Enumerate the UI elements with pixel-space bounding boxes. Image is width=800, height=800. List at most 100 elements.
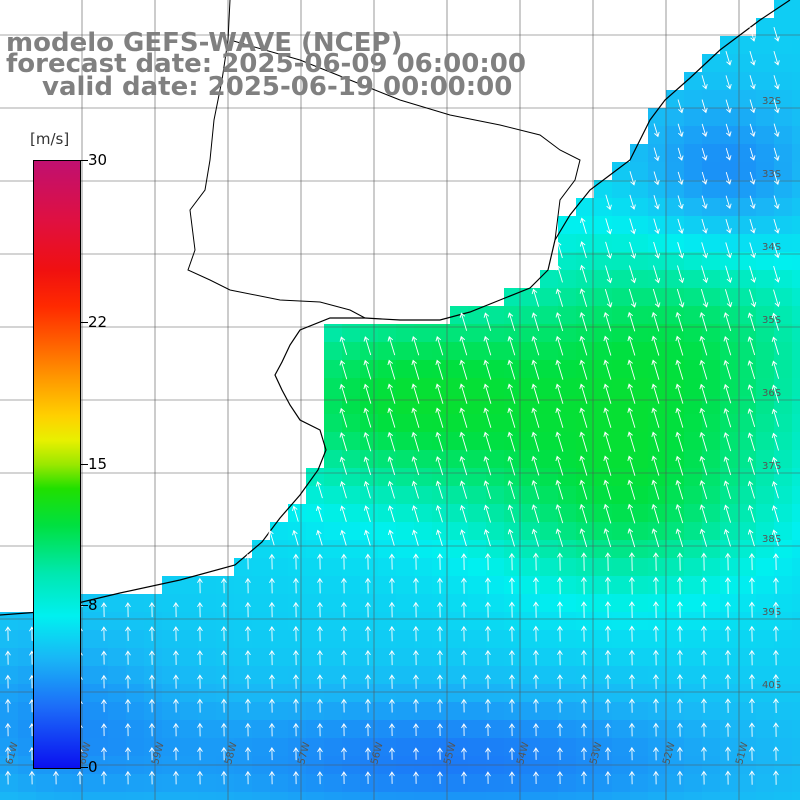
wind-cell <box>558 450 577 469</box>
wind-cell <box>414 324 433 343</box>
lat-label: 32S <box>762 96 781 107</box>
wind-cell <box>594 594 613 613</box>
wind-cell <box>702 162 721 181</box>
wind-arrow <box>435 504 443 523</box>
wind-cell <box>360 792 379 800</box>
wind-cell <box>792 648 800 667</box>
wind-cell <box>270 630 289 649</box>
wind-arrow <box>269 698 275 713</box>
wind-arrow <box>5 746 11 761</box>
wind-arrow <box>675 431 684 452</box>
wind-cell <box>684 414 703 433</box>
wind-cell <box>378 774 397 793</box>
wind-cell <box>756 558 775 577</box>
wind-cell <box>702 594 721 613</box>
wind-arrow <box>699 431 708 452</box>
wind-cell <box>756 630 775 649</box>
wind-cell <box>288 540 307 559</box>
wind-cell <box>360 612 379 631</box>
wind-arrow <box>437 625 443 642</box>
wind-arrow <box>533 552 539 571</box>
wind-cell <box>288 576 307 595</box>
wind-arrow <box>125 698 131 713</box>
wind-cell <box>684 90 703 109</box>
colorbar <box>33 160 81 769</box>
wind-cell <box>720 666 739 685</box>
wind-cell <box>630 684 649 703</box>
wind-arrow <box>317 601 323 618</box>
wind-cell <box>180 612 199 631</box>
wind-cell <box>486 306 505 325</box>
wind-cell <box>468 738 487 757</box>
wind-arrow <box>316 505 323 522</box>
wind-cell <box>288 558 307 577</box>
wind-cell <box>540 738 559 757</box>
wind-cell <box>684 180 703 199</box>
wind-cell <box>612 612 631 631</box>
wind-arrow <box>605 241 613 259</box>
wind-cell <box>0 648 19 667</box>
wind-cell <box>396 432 415 451</box>
wind-cell <box>450 450 469 469</box>
wind-cell <box>324 450 343 469</box>
wind-cell <box>414 558 433 577</box>
wind-cell <box>594 612 613 631</box>
wind-arrow <box>555 431 564 452</box>
wind-cell <box>486 666 505 685</box>
wind-cell <box>738 72 757 91</box>
wind-cell <box>396 342 415 361</box>
wind-arrow <box>411 335 420 356</box>
wind-cell <box>774 684 793 703</box>
wind-cell <box>630 774 649 793</box>
wind-arrow <box>749 552 755 571</box>
wind-cell <box>720 288 739 307</box>
wind-arrow <box>629 746 635 761</box>
wind-cell <box>594 180 613 199</box>
wind-cell <box>144 612 163 631</box>
wind-cell <box>774 36 793 55</box>
wind-cell <box>576 774 595 793</box>
wind-cell <box>576 738 595 757</box>
wind-cell <box>756 396 775 415</box>
wind-cell <box>450 630 469 649</box>
wind-arrow <box>293 722 299 737</box>
wind-cell <box>738 720 757 739</box>
colorbar-tick <box>80 767 88 768</box>
wind-cell <box>738 180 757 199</box>
wind-cell <box>720 612 739 631</box>
wind-cell <box>0 720 19 739</box>
wind-cell <box>666 576 685 595</box>
wind-cell <box>504 720 523 739</box>
wind-cell <box>576 198 595 217</box>
wind-arrow <box>725 577 731 595</box>
wind-arrow <box>677 746 683 761</box>
wind-arrow <box>677 649 683 666</box>
wind-arrow <box>725 148 732 161</box>
wind-cell <box>630 432 649 451</box>
wind-arrow <box>725 770 731 785</box>
wind-arrow <box>773 553 779 570</box>
wind-cell <box>108 720 127 739</box>
wind-arrow <box>531 407 540 428</box>
wind-cell <box>684 396 703 415</box>
wind-cell <box>792 270 800 289</box>
lat-label: 39S <box>762 607 781 618</box>
wind-cell <box>396 558 415 577</box>
wind-cell <box>702 324 721 343</box>
wind-cell <box>756 144 775 163</box>
wind-arrow <box>389 771 395 784</box>
wind-cell <box>468 324 487 343</box>
wind-cell <box>792 324 800 343</box>
wind-cell <box>630 666 649 685</box>
title-forecast-date: forecast date: 2025-06-09 06:00:00 <box>6 49 526 79</box>
wind-cell <box>558 684 577 703</box>
wind-cell <box>162 774 181 793</box>
wind-arrow <box>413 625 419 642</box>
wind-cell <box>630 360 649 379</box>
wind-cell <box>612 792 631 800</box>
wind-cell <box>774 360 793 379</box>
wind-cell <box>234 720 253 739</box>
wind-cell <box>306 522 325 541</box>
wind-cell <box>756 648 775 667</box>
wind-cell <box>648 738 667 757</box>
